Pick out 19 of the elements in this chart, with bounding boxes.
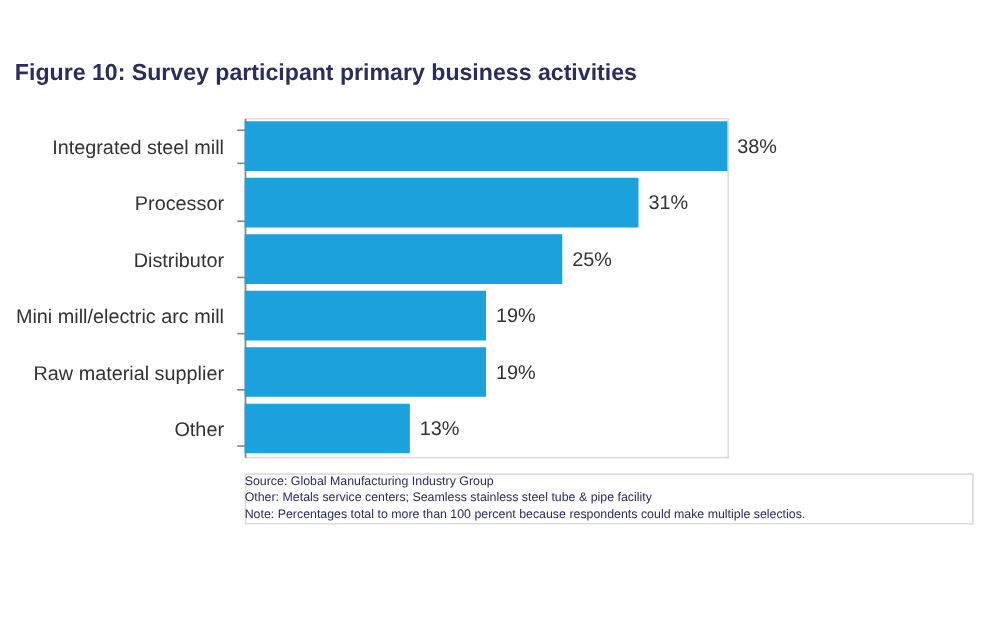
data-label: 19% — [495, 306, 536, 329]
data-label: 38% — [737, 136, 778, 159]
data-label: 25% — [572, 249, 613, 272]
y-tick-label: Raw material supplier — [33, 363, 226, 386]
data-label: 13% — [419, 419, 460, 442]
bar — [244, 403, 410, 454]
y-tick-label: Integrated steel mill — [52, 137, 225, 160]
y-tick-label: Mini mill/electric arc mill — [15, 307, 225, 330]
bar — [244, 234, 563, 284]
bar — [244, 177, 639, 228]
data-label: 19% — [495, 362, 536, 385]
data-label: 31% — [648, 193, 689, 216]
bar — [244, 290, 487, 341]
bar — [244, 347, 487, 397]
y-tick-label: Other — [174, 420, 226, 442]
bar — [244, 121, 728, 171]
y-tick-label: Processor — [134, 194, 226, 217]
y-tick-label: Distributor — [133, 250, 226, 273]
chart-title: Figure 10: Survey participant primary business activities — [14, 61, 637, 86]
